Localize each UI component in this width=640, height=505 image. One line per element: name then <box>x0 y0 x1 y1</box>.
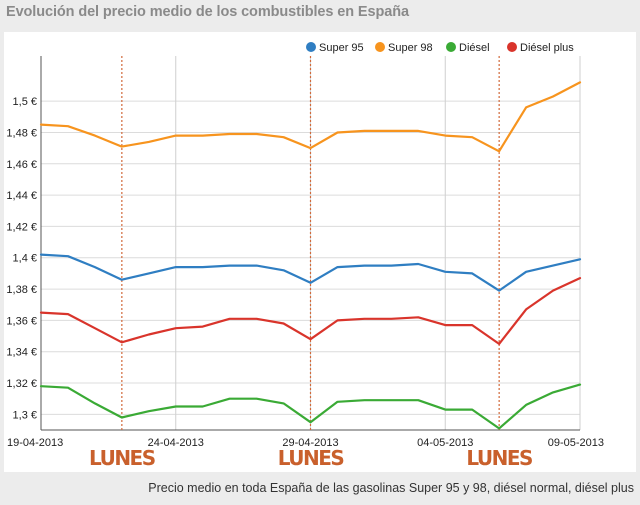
y-tick-label: 1,4 € <box>13 253 37 265</box>
legend-marker <box>375 42 385 52</box>
legend-label: Diésel plus <box>520 42 574 54</box>
y-tick-label: 1,38 € <box>6 284 37 296</box>
x-tick-label: 09-05-2013 <box>548 437 604 449</box>
chart-title: Evolución del precio medio de los combus… <box>6 4 409 20</box>
legend-label: Super 95 <box>319 42 364 54</box>
x-tick-label: 24-04-2013 <box>148 437 204 449</box>
y-tick-label: 1,44 € <box>6 190 37 202</box>
series-line <box>39 277 582 345</box>
y-tick-label: 1,5 € <box>13 96 37 108</box>
x-tick-label: 19-04-2013 <box>7 437 63 449</box>
chart-caption: Precio medio en toda España de las gasol… <box>148 481 634 495</box>
x-tick-label: 29-04-2013 <box>282 437 338 449</box>
y-tick-label: 1,46 € <box>6 159 37 171</box>
series-line <box>39 253 582 292</box>
series-line <box>39 81 582 153</box>
legend-marker <box>507 42 517 52</box>
legend-label: Super 98 <box>388 42 433 54</box>
monday-label: LUNES <box>89 446 155 470</box>
y-tick-label: 1,32 € <box>6 378 37 390</box>
legend-marker <box>306 42 316 52</box>
monday-label: LUNES <box>466 446 532 470</box>
line-chart: 1,3 € 1,32 € 1,34 € 1,36 € 1,38 € 1,4 € 1,42 €… <box>6 42 604 470</box>
y-tick-label: 1,36 € <box>6 315 37 327</box>
y-tick-label: 1,48 € <box>6 127 37 139</box>
series-line <box>39 383 582 430</box>
y-tick-label: 1,34 € <box>6 347 37 359</box>
chart-panel: 1,3 € 1,32 € 1,34 € 1,36 € 1,38 € 1,4 € 1,42 €… <box>4 32 636 472</box>
x-tick-label: 04-05-2013 <box>417 437 473 449</box>
monday-label: LUNES <box>278 446 344 470</box>
legend-label: Diésel <box>459 42 490 54</box>
legend-marker <box>446 42 456 52</box>
y-tick-label: 1,42 € <box>6 221 37 233</box>
y-tick-label: 1,3 € <box>13 409 37 421</box>
